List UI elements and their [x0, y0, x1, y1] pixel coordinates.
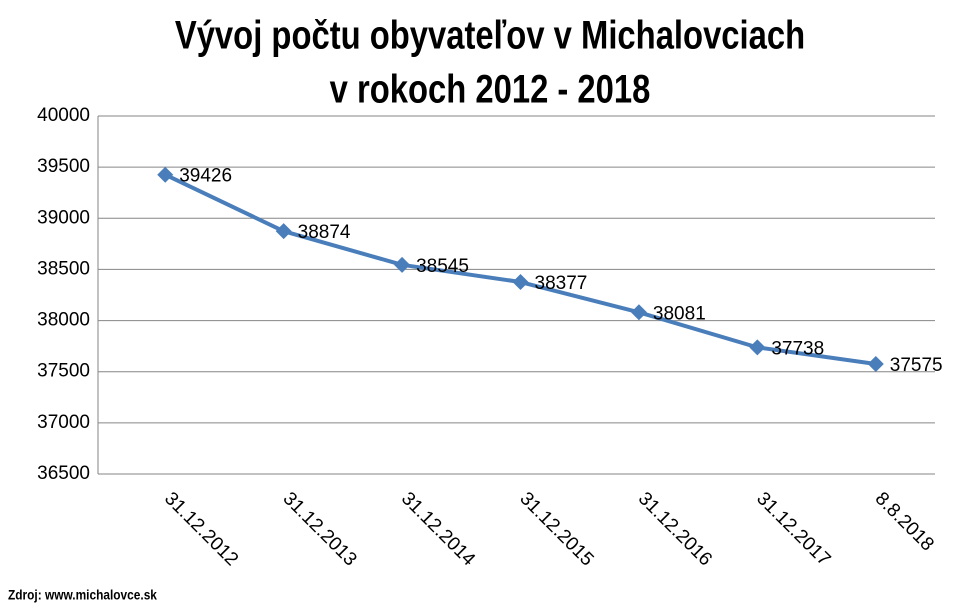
data-point: [630, 304, 647, 321]
data-point: [867, 356, 884, 373]
data-label: 39426: [179, 166, 232, 187]
data-point: [157, 166, 174, 183]
data-label: 38081: [653, 303, 706, 324]
data-label: 38874: [298, 222, 351, 243]
data-point: [512, 274, 529, 291]
data-point: [275, 223, 292, 240]
y-tick-label: 37000: [37, 412, 90, 433]
data-label: 37575: [890, 355, 943, 376]
data-label: 37738: [771, 338, 824, 359]
y-tick-label: 38500: [37, 258, 90, 279]
data-label: 38377: [535, 273, 588, 294]
y-tick-label: 37500: [37, 361, 90, 382]
y-tick-label: 40000: [37, 105, 90, 126]
x-tick-label: 31.12.2012: [160, 488, 242, 570]
y-tick-label: 39500: [37, 156, 90, 177]
chart-title: Vývoj počtu obyvateľov v Michalovciach: [175, 12, 805, 57]
x-tick-label: 31.12.2017: [752, 488, 834, 570]
x-tick-label: 31.12.2016: [634, 488, 716, 570]
x-tick-label: 31.12.2015: [515, 488, 597, 570]
y-tick-label: 39000: [37, 207, 90, 228]
data-label: 38545: [416, 256, 469, 277]
x-tick-label: 8.8.2018: [871, 488, 938, 555]
y-tick-label: 36500: [37, 463, 90, 484]
x-tick-label: 31.12.2014: [397, 488, 479, 570]
data-point: [749, 339, 766, 356]
source-note: Zdroj: www.michalovce.sk: [8, 587, 158, 603]
chart-title: v rokoch 2012 - 2018: [330, 66, 651, 111]
x-tick-label: 31.12.2013: [279, 488, 361, 570]
y-tick-label: 38000: [37, 310, 90, 331]
data-point: [394, 256, 411, 273]
